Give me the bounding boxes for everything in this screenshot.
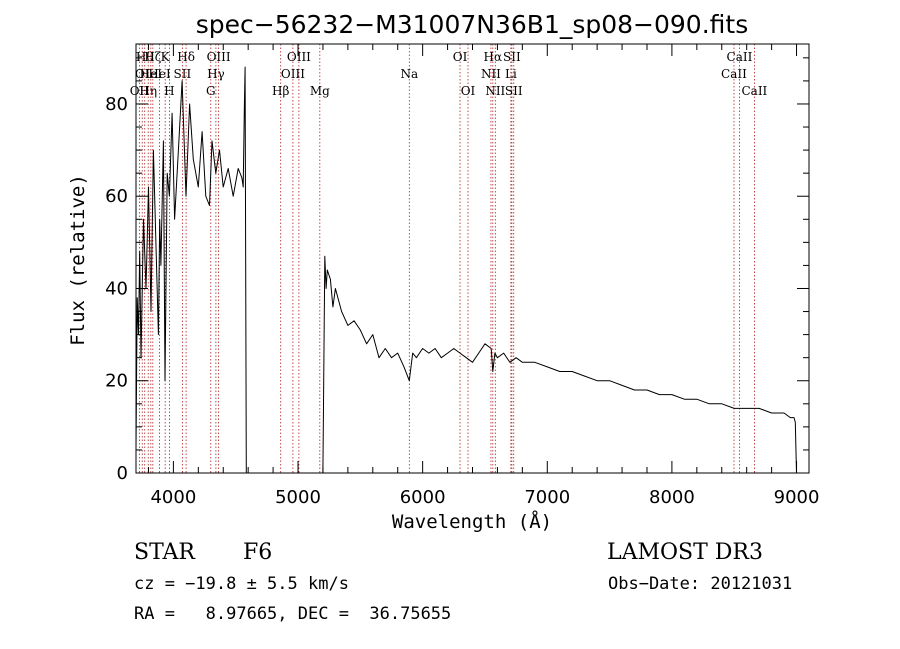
line-marker-label-21: NII — [481, 67, 501, 81]
coordinates: RA = 8.97665, DEC = 36.75655 — [134, 604, 452, 624]
y-tick-label-0: 0 — [117, 463, 128, 484]
obs-date: Obs−Date: 20121031 — [608, 574, 793, 594]
line-marker-label-22: Hα — [484, 50, 503, 64]
x-tick-label-5: 9000 — [774, 487, 820, 508]
x-tick-label-4: 8000 — [649, 487, 695, 508]
y-axis-label: Flux (relative) — [67, 174, 89, 346]
axis-ticks: 4000 5000 6000 7000 8000 9000 0 20 40 60 80 — [105, 44, 819, 508]
line-marker-label-1: OI — [135, 67, 150, 81]
line-marker-label-11: G — [206, 84, 216, 98]
line-marker-label-26: SII — [505, 84, 523, 98]
line-marker-label-27: CaII — [721, 67, 747, 81]
line-marker-label-17: Mg — [310, 84, 330, 98]
line-marker-label-3: Hη — [139, 84, 157, 98]
line-marker-label-23: NII — [485, 84, 505, 98]
series-line-0 — [135, 66, 797, 474]
y-tick-label-2: 40 — [105, 278, 128, 299]
line-marker-label-9: SII — [174, 67, 192, 81]
redshift-text: cz = −19.8 ± 5.5 km/s — [134, 574, 349, 594]
line-marker-label-29: CaII — [741, 84, 767, 98]
line-marker-label-5: Hζ — [144, 50, 161, 64]
line-marker-label-15: OIII — [281, 67, 305, 81]
chart-title: spec−56232−M31007N36B1_sp08−090.fits — [196, 10, 749, 39]
object-subclass: F6 — [243, 540, 273, 565]
y-tick-label-4: 80 — [105, 94, 128, 115]
plot-frame — [135, 43, 810, 474]
x-axis-label: Wavelength (Å) — [392, 510, 552, 533]
line-marker-label-12: Hγ — [207, 67, 225, 81]
x-tick-label-2: 6000 — [400, 487, 446, 508]
line-marker-label-6: HeI — [148, 67, 171, 81]
line-marker-label-13: OIII — [207, 50, 231, 64]
line-marker-label-8: H — [164, 84, 174, 98]
line-marker-label-19: OI — [453, 50, 468, 64]
line-marker-label-20: OI — [461, 84, 476, 98]
line-markers: OIIOIHθHηHeIHζHeIKHSIIHδGHγOIIIHβOIIIOII… — [130, 44, 768, 473]
line-marker-label-7: K — [161, 50, 171, 64]
line-marker-label-18: Na — [400, 67, 418, 81]
line-marker-label-4: HeI — [140, 67, 163, 81]
series-layer — [135, 66, 797, 474]
survey-name: LAMOST DR3 — [607, 540, 763, 565]
x-tick-label-0: 4000 — [150, 487, 196, 508]
y-tick-label-3: 60 — [105, 186, 128, 207]
line-marker-label-10: Hδ — [177, 50, 195, 64]
object-class: STAR — [134, 540, 195, 565]
x-tick-label-1: 5000 — [275, 487, 321, 508]
line-marker-label-2: Hθ — [136, 50, 154, 64]
line-marker-label-16: OIII — [287, 50, 311, 64]
line-marker-label-14: Hβ — [272, 84, 289, 98]
y-tick-label-1: 20 — [105, 371, 128, 392]
line-marker-label-25: SII — [503, 50, 521, 64]
line-marker-label-24: Li — [505, 67, 517, 81]
line-marker-label-28: CaII — [727, 50, 753, 64]
x-tick-label-3: 7000 — [524, 487, 570, 508]
